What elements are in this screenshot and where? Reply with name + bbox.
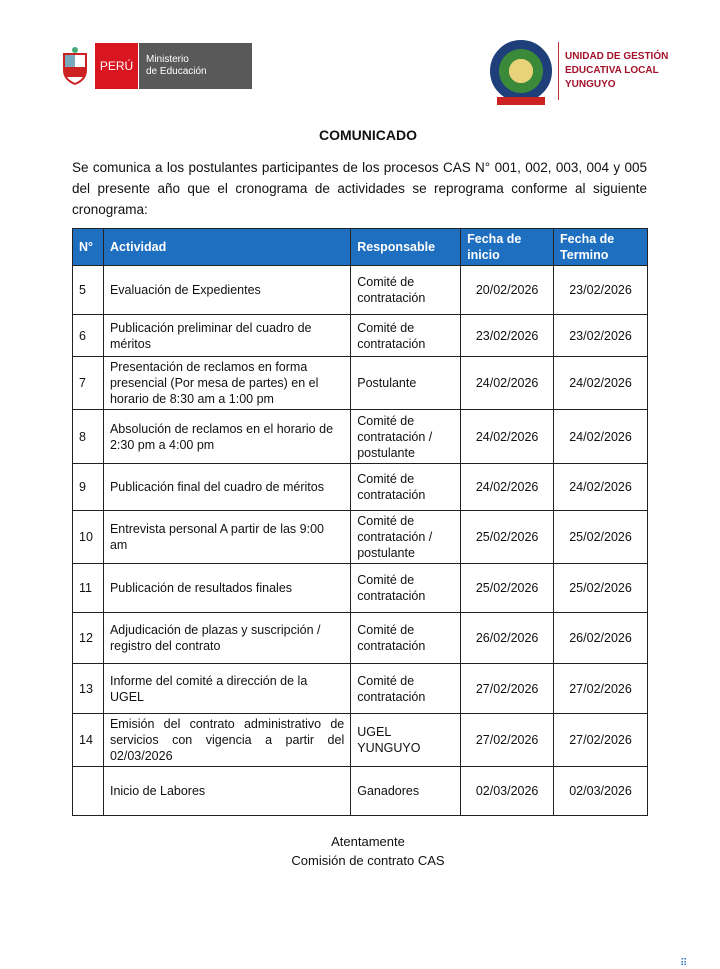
cell-actividad: Evaluación de Expedientes: [102, 265, 352, 315]
ministry-line2: de Educación: [146, 66, 207, 77]
intro-paragraph: Se comunica a los postulantes participan…: [72, 160, 647, 217]
cell-inicio: 25/02/2026: [460, 563, 555, 613]
table-row: 13 Informe del comité a dirección de la U…: [72, 663, 648, 714]
document-title: COMUNICADO: [319, 127, 417, 143]
cell-actividad: Emisión del contrato administrativo de s…: [102, 713, 352, 767]
cell-inicio: 25/02/2026: [460, 510, 555, 564]
ugel-line3: YUNGUYO: [565, 79, 616, 90]
schedule-table: N° Actividad Responsable Fecha de inicio Fec…: [72, 228, 648, 816]
ugel-seal-icon: [490, 40, 552, 105]
table-row: 12 Adjudicación de plazas y suscripción /…: [72, 612, 648, 664]
cell-termino: 02/03/2026: [553, 766, 648, 816]
ugel-line2: EDUCATIVA LOCAL: [565, 65, 659, 76]
cell-responsable: Comité de contratación: [350, 563, 462, 613]
ugel-name: UNIDAD DE GESTIÓN EDUCATIVA LOCAL YUNGUY…: [565, 50, 668, 92]
minedu-logo: PERÚ Ministerio de Educación: [55, 43, 252, 89]
cell-actividad: Publicación final del cuadro de méritos: [102, 463, 352, 511]
column-header: Fecha de inicio: [460, 228, 555, 266]
cell-responsable: Comité de contratación / postulante: [350, 409, 462, 464]
table-row: 14 Emisión del contrato administrativo de…: [72, 713, 648, 767]
cell-inicio: 24/02/2026: [460, 356, 555, 410]
column-header: Responsable: [350, 228, 462, 266]
cell-termino: 23/02/2026: [553, 265, 648, 315]
table-row: Inicio de Labores Ganadores 02/03/2026 02/0…: [72, 766, 648, 816]
cell-inicio: 23/02/2026: [460, 314, 555, 357]
cell-actividad: Adjudicación de plazas y suscripción / r…: [102, 612, 352, 664]
cell-responsable: Comité de contratación: [350, 265, 462, 315]
cell-termino: 25/02/2026: [553, 563, 648, 613]
cell-termino: 27/02/2026: [553, 713, 648, 767]
cell-responsable: Comité de contratación: [350, 463, 462, 511]
cell-termino: 25/02/2026: [553, 510, 648, 564]
table-row: 7 Presentación de reclamos en forma prese…: [72, 356, 648, 410]
page-mark-icon: ⠿: [680, 958, 688, 969]
table-row: 5 Evaluación de Expedientes Comité de cont…: [72, 265, 648, 315]
ugel-logo: UNIDAD DE GESTIÓN EDUCATIVA LOCAL YUNGUY…: [490, 40, 668, 105]
cell-responsable: Comité de contratación: [350, 612, 462, 664]
ugel-line1: UNIDAD DE GESTIÓN: [565, 51, 669, 62]
closing: Atentamente Comisión de contrato CAS: [0, 832, 720, 870]
cell-inicio: 26/02/2026: [460, 612, 555, 664]
ministry-line1: Ministerio: [146, 54, 189, 65]
table-row: 10 Entrevista personal A partir de las 9:…: [72, 510, 648, 564]
cell-n: 5: [72, 265, 104, 315]
cell-termino: 24/02/2026: [553, 356, 648, 410]
cell-n: 8: [72, 409, 104, 464]
cell-responsable: Comité de contratación: [350, 663, 462, 714]
cell-inicio: 20/02/2026: [460, 265, 555, 315]
cell-termino: 24/02/2026: [553, 409, 648, 464]
cell-n: 12: [72, 612, 104, 664]
cell-n: 7: [72, 356, 104, 410]
cell-responsable: UGEL YUNGUYO: [350, 713, 462, 767]
cell-responsable: Ganadores: [350, 766, 462, 816]
peru-coat-of-arms-icon: [55, 43, 95, 89]
cell-n: 13: [72, 663, 104, 714]
cell-n: 9: [72, 463, 104, 511]
cell-n: 6: [72, 314, 104, 357]
divider: [558, 42, 559, 100]
cell-termino: 24/02/2026: [553, 463, 648, 511]
cell-termino: 27/02/2026: [553, 663, 648, 714]
cell-actividad: Entrevista personal A partir de las 9:00…: [102, 510, 352, 564]
column-header: Actividad: [102, 228, 352, 266]
column-header: N°: [72, 228, 104, 266]
table-row: 11 Publicación de resultados finales Comit…: [72, 563, 648, 613]
cell-inicio: 27/02/2026: [460, 663, 555, 714]
cell-inicio: 02/03/2026: [460, 766, 555, 816]
cell-responsable: Postulante: [350, 356, 462, 410]
cell-actividad: Presentación de reclamos en forma presen…: [102, 356, 352, 410]
closing-greeting: Atentamente: [331, 834, 405, 849]
cell-n: [72, 766, 104, 816]
cell-n: 10: [72, 510, 104, 564]
cell-termino: 26/02/2026: [553, 612, 648, 664]
cell-inicio: 24/02/2026: [460, 463, 555, 511]
cell-n: 14: [72, 713, 104, 767]
cell-actividad: Absolución de reclamos en el horario de …: [102, 409, 352, 464]
table-row: 9 Publicación final del cuadro de méritos…: [72, 463, 648, 511]
cell-actividad: Inicio de Labores: [102, 766, 352, 816]
cell-responsable: Comité de contratación: [350, 314, 462, 357]
cell-inicio: 24/02/2026: [460, 409, 555, 464]
cell-n: 11: [72, 563, 104, 613]
cell-actividad: Publicación de resultados finales: [102, 563, 352, 613]
cell-responsable: Comité de contratación / postulante: [350, 510, 462, 564]
cell-actividad: Informe del comité a dirección de la UGE…: [102, 663, 352, 714]
cell-termino: 23/02/2026: [553, 314, 648, 357]
cell-inicio: 27/02/2026: [460, 713, 555, 767]
table-row: 8 Absolución de reclamos en el horario de…: [72, 409, 648, 464]
ministry-label: Ministerio de Educación: [138, 43, 252, 89]
table-row: 6 Publicación preliminar del cuadro de mé…: [72, 314, 648, 357]
closing-signature: Comisión de contrato CAS: [291, 853, 445, 868]
peru-label: PERÚ: [95, 43, 138, 89]
cell-actividad: Publicación preliminar del cuadro de mér…: [102, 314, 352, 357]
column-header: Fecha de Termino: [553, 228, 648, 266]
